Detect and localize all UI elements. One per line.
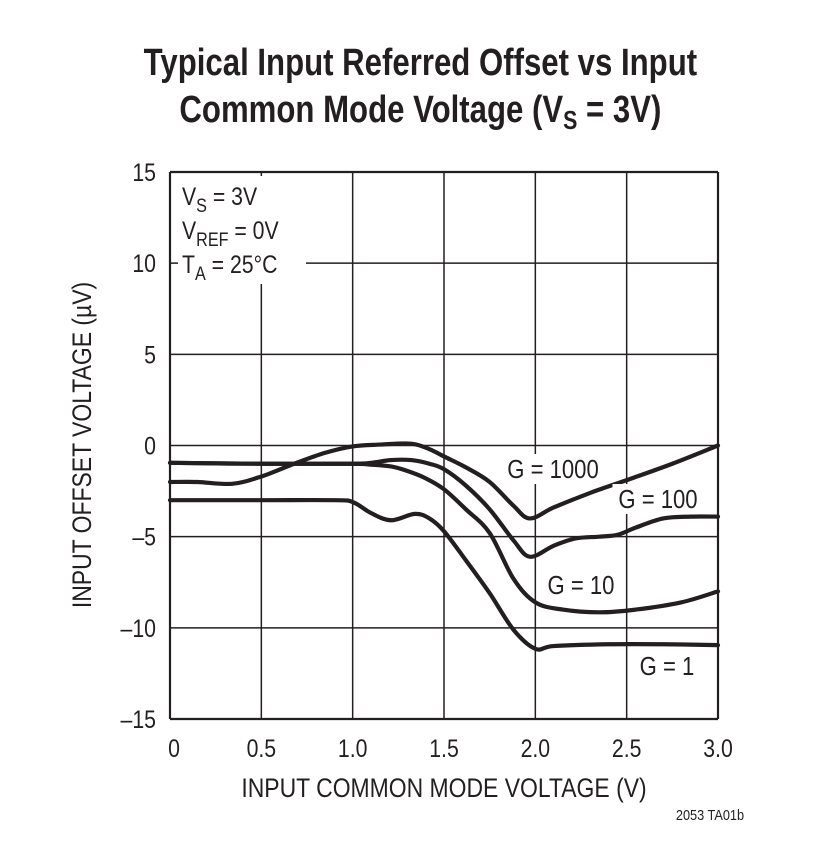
x-tick-label: 0.5 (247, 734, 277, 762)
series-label-background (501, 454, 605, 484)
y-tick-label: –10 (121, 614, 156, 642)
series-label-background (542, 570, 620, 600)
condition-label: VS = 3V (182, 182, 258, 216)
conditions-background (178, 176, 306, 284)
series-label: G = 1000 (507, 455, 598, 484)
series-line-10-gain (167, 460, 721, 615)
x-axis-label: INPUT COMMON MODE VOLTAGE (V) (241, 773, 646, 803)
y-tick-label: 0 (144, 432, 156, 460)
series-line-1000-gain (167, 441, 721, 521)
series-label: G = 10 (548, 571, 615, 600)
x-tick-label: 0 (168, 734, 180, 762)
y-axis-label: INPUT OFFSET VOLTAGE (µV) (67, 282, 97, 608)
series-line-1-gain (167, 497, 721, 652)
y-tick-label: 15 (132, 158, 156, 186)
y-tick-label: 10 (132, 250, 156, 278)
y-tick-label: 5 (144, 341, 156, 369)
x-tick-label: 1.0 (338, 734, 368, 762)
condition-label: VREF = 0V (182, 216, 279, 250)
series-label-background (634, 651, 700, 681)
x-tick-label: 1.5 (429, 734, 459, 762)
title-line-1: Typical Input Referred Offset vs Input (143, 42, 698, 84)
title-line-2: Common Mode Voltage (VS = 3V) (179, 89, 662, 135)
series-label: G = 100 (618, 485, 697, 514)
y-tick-label: –5 (132, 523, 156, 551)
figure-footnote: 2053 TA01b (676, 806, 744, 823)
series-label-background (612, 484, 704, 514)
x-tick-label: 2.0 (521, 734, 551, 762)
x-tick-label: 2.5 (612, 734, 642, 762)
x-tick-label: 3.0 (703, 734, 733, 762)
y-tick-label: –15 (121, 705, 156, 733)
series-label: G = 1 (640, 652, 695, 681)
condition-label: TA = 25°C (182, 250, 277, 284)
chart-title: Typical Input Referred Offset vs Input C… (80, 40, 761, 134)
